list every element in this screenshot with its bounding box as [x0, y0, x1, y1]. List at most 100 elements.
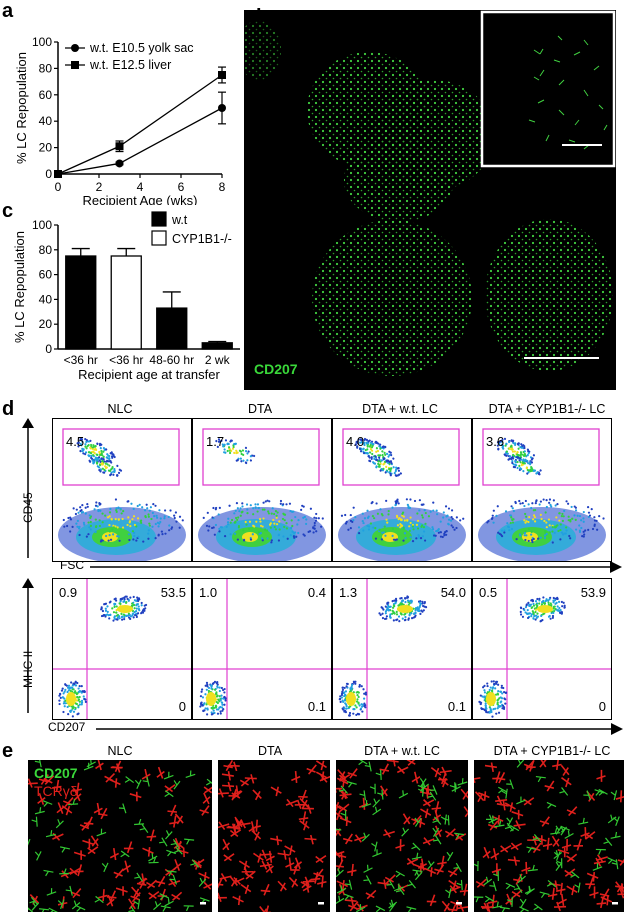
flow-event [489, 707, 492, 710]
flow-event [497, 447, 500, 450]
flow-event [149, 506, 152, 509]
flow-event [236, 507, 239, 510]
flow-event [574, 506, 577, 509]
flow-event [383, 457, 386, 460]
flow-event [222, 708, 225, 711]
tcr-cell [475, 878, 487, 888]
flow-event [358, 683, 361, 687]
cd207-cell [148, 853, 158, 862]
flow-event [207, 686, 211, 690]
flow-event [63, 525, 66, 528]
flow-event [557, 600, 561, 603]
flow-event [381, 612, 384, 615]
tcr-cell [156, 766, 165, 779]
flow-event [272, 518, 275, 522]
flow-event [526, 454, 529, 457]
flow-event [218, 440, 221, 443]
tcr-cell [313, 868, 324, 880]
tcr-cell [155, 875, 166, 888]
cd207-cell [164, 790, 174, 798]
flow-title-1: NLC [107, 402, 133, 416]
cd207-cell [535, 775, 546, 783]
flow-event [160, 530, 163, 533]
tcr-cell [336, 809, 343, 821]
cd207-cell [533, 903, 543, 911]
cd207-cell [454, 832, 465, 839]
tcr-cell [239, 777, 251, 787]
flow-event [66, 705, 69, 709]
flow-event [315, 530, 318, 533]
flow-event [419, 612, 422, 615]
flow-event [82, 452, 85, 455]
flow-event [399, 523, 402, 526]
cd207-cell [65, 885, 73, 896]
series-line [57, 107, 223, 175]
tcr-cell [589, 886, 599, 899]
flow-event [486, 684, 489, 688]
tcr-cell [238, 860, 250, 871]
flow-event [110, 471, 113, 474]
flow-event [77, 445, 80, 448]
flow-event [313, 516, 316, 519]
flow-event [416, 609, 419, 612]
flow-event [507, 525, 510, 529]
flow-event [214, 523, 218, 527]
flow-event [104, 615, 107, 618]
flow-event [408, 602, 411, 605]
flow-event [557, 609, 560, 612]
flow-event [360, 439, 363, 442]
cd207-cell [516, 760, 525, 768]
flow-event [110, 468, 113, 471]
cd207-cell [336, 827, 342, 835]
flow-event [67, 689, 70, 692]
flow-event [135, 610, 138, 613]
flow-event [396, 500, 399, 503]
flow-plot-cd45-fsc: 1.7 [192, 418, 332, 562]
flow-event [62, 710, 65, 714]
flow-event [81, 504, 84, 507]
flow-event [285, 527, 289, 530]
tcr-cell [513, 820, 526, 830]
flow-event [404, 537, 407, 540]
flow-event [523, 450, 526, 453]
flow-event [236, 518, 239, 522]
flow-event [551, 616, 555, 619]
tcr-cell [552, 760, 562, 771]
flow-event [132, 595, 135, 599]
flow-event [277, 539, 281, 542]
flow-event [508, 455, 512, 458]
flow-event [113, 455, 116, 459]
tcr-cell [221, 771, 234, 781]
flow-event [393, 599, 396, 602]
flow-event [384, 534, 387, 537]
flow-event [538, 503, 541, 506]
flow-event [244, 520, 247, 524]
flow-event [411, 539, 415, 543]
flow-event [359, 441, 362, 444]
tcr-cell [270, 786, 282, 797]
flow-event [210, 687, 213, 690]
flow-event [447, 518, 451, 521]
flow-event [118, 617, 121, 620]
gate [62, 428, 180, 486]
y-tick-label: 40 [39, 292, 53, 306]
flow-event [560, 610, 563, 614]
tcr-cell [260, 883, 271, 896]
flow-event [528, 612, 532, 615]
cd207-cell [377, 789, 384, 800]
flow-event [231, 447, 235, 450]
flow-event [530, 615, 533, 618]
flow-event [347, 528, 350, 531]
flow-event [410, 601, 413, 604]
flow-event [492, 509, 495, 512]
cd207-cell [611, 859, 619, 870]
cd207-cell [375, 769, 382, 780]
flow-event [85, 535, 88, 538]
flow-event [261, 525, 264, 528]
cd207-cell [364, 761, 372, 772]
cd207-cell [134, 818, 145, 826]
flow-event [371, 443, 374, 446]
flow-event [132, 507, 135, 510]
quadrant-ul: 1.3 [339, 585, 357, 600]
flow-event [396, 498, 399, 501]
